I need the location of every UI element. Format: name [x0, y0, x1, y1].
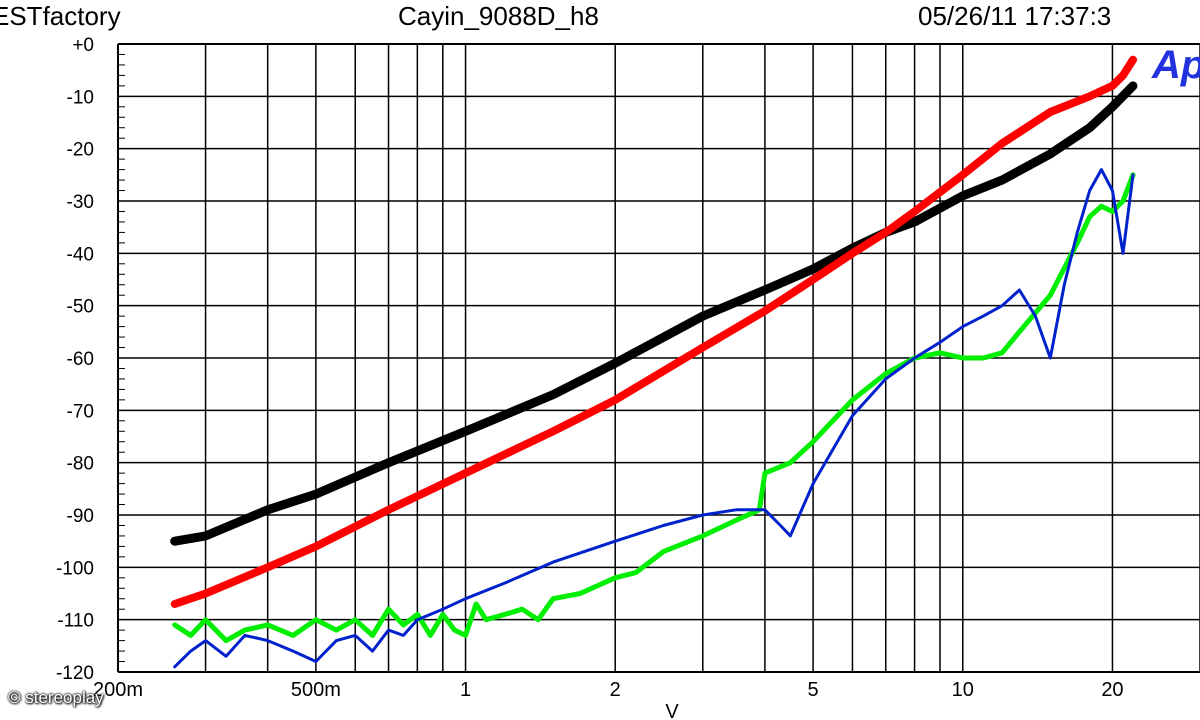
- y-tick-label: -30: [67, 192, 94, 213]
- y-tick-label: -120: [56, 663, 94, 684]
- y-tick-label: -80: [67, 454, 94, 475]
- ap-logo: Ap: [1151, 43, 1200, 87]
- grid-lines: [117, 43, 1200, 673]
- series-line-1: [170, 81, 1138, 546]
- series-lines: [170, 55, 1138, 669]
- y-tick-label: +0: [72, 35, 94, 56]
- y-tick-label: -40: [67, 244, 94, 265]
- y-tick-label: -90: [67, 506, 94, 527]
- x-tick-label: 2: [610, 679, 621, 701]
- header-bar: ESTfactory Cayin_9088D_h8 05/26/11 17:37…: [0, 0, 1200, 34]
- tick-labels: +0 -10 -20 -30 -40 -50 -60 -70 -80 -90 -100 -110 -12…: [56, 35, 1124, 720]
- stereoplay-watermark: © stereoplay: [8, 688, 104, 707]
- y-tick-label: -50: [67, 297, 94, 318]
- x-tick-label: 500m: [291, 679, 341, 701]
- y-tick-label: -110: [57, 611, 94, 632]
- y-tick-label: -100: [56, 558, 94, 579]
- x-tick-label: 1: [460, 679, 471, 701]
- header-timestamp: 05/26/11 17:37:3: [918, 1, 1112, 31]
- x-tick-label: 200m: [93, 679, 143, 701]
- x-tick-label: 20: [1101, 679, 1123, 701]
- x-tick-label: 10: [952, 679, 974, 701]
- y-tick-label: -20: [67, 140, 94, 161]
- x-tick-label: 5: [808, 679, 819, 701]
- series-line-4: [173, 168, 1135, 669]
- series-line-2: [170, 55, 1137, 608]
- x-axis-label: V: [665, 701, 679, 720]
- y-tick-label: -60: [67, 349, 94, 370]
- header-left-text: ESTfactory: [0, 1, 121, 31]
- header-title: Cayin_9088D_h8: [398, 1, 599, 31]
- y-tick-label: -70: [67, 401, 94, 422]
- y-tick-label: -10: [67, 87, 94, 108]
- series-line-3: [172, 172, 1136, 644]
